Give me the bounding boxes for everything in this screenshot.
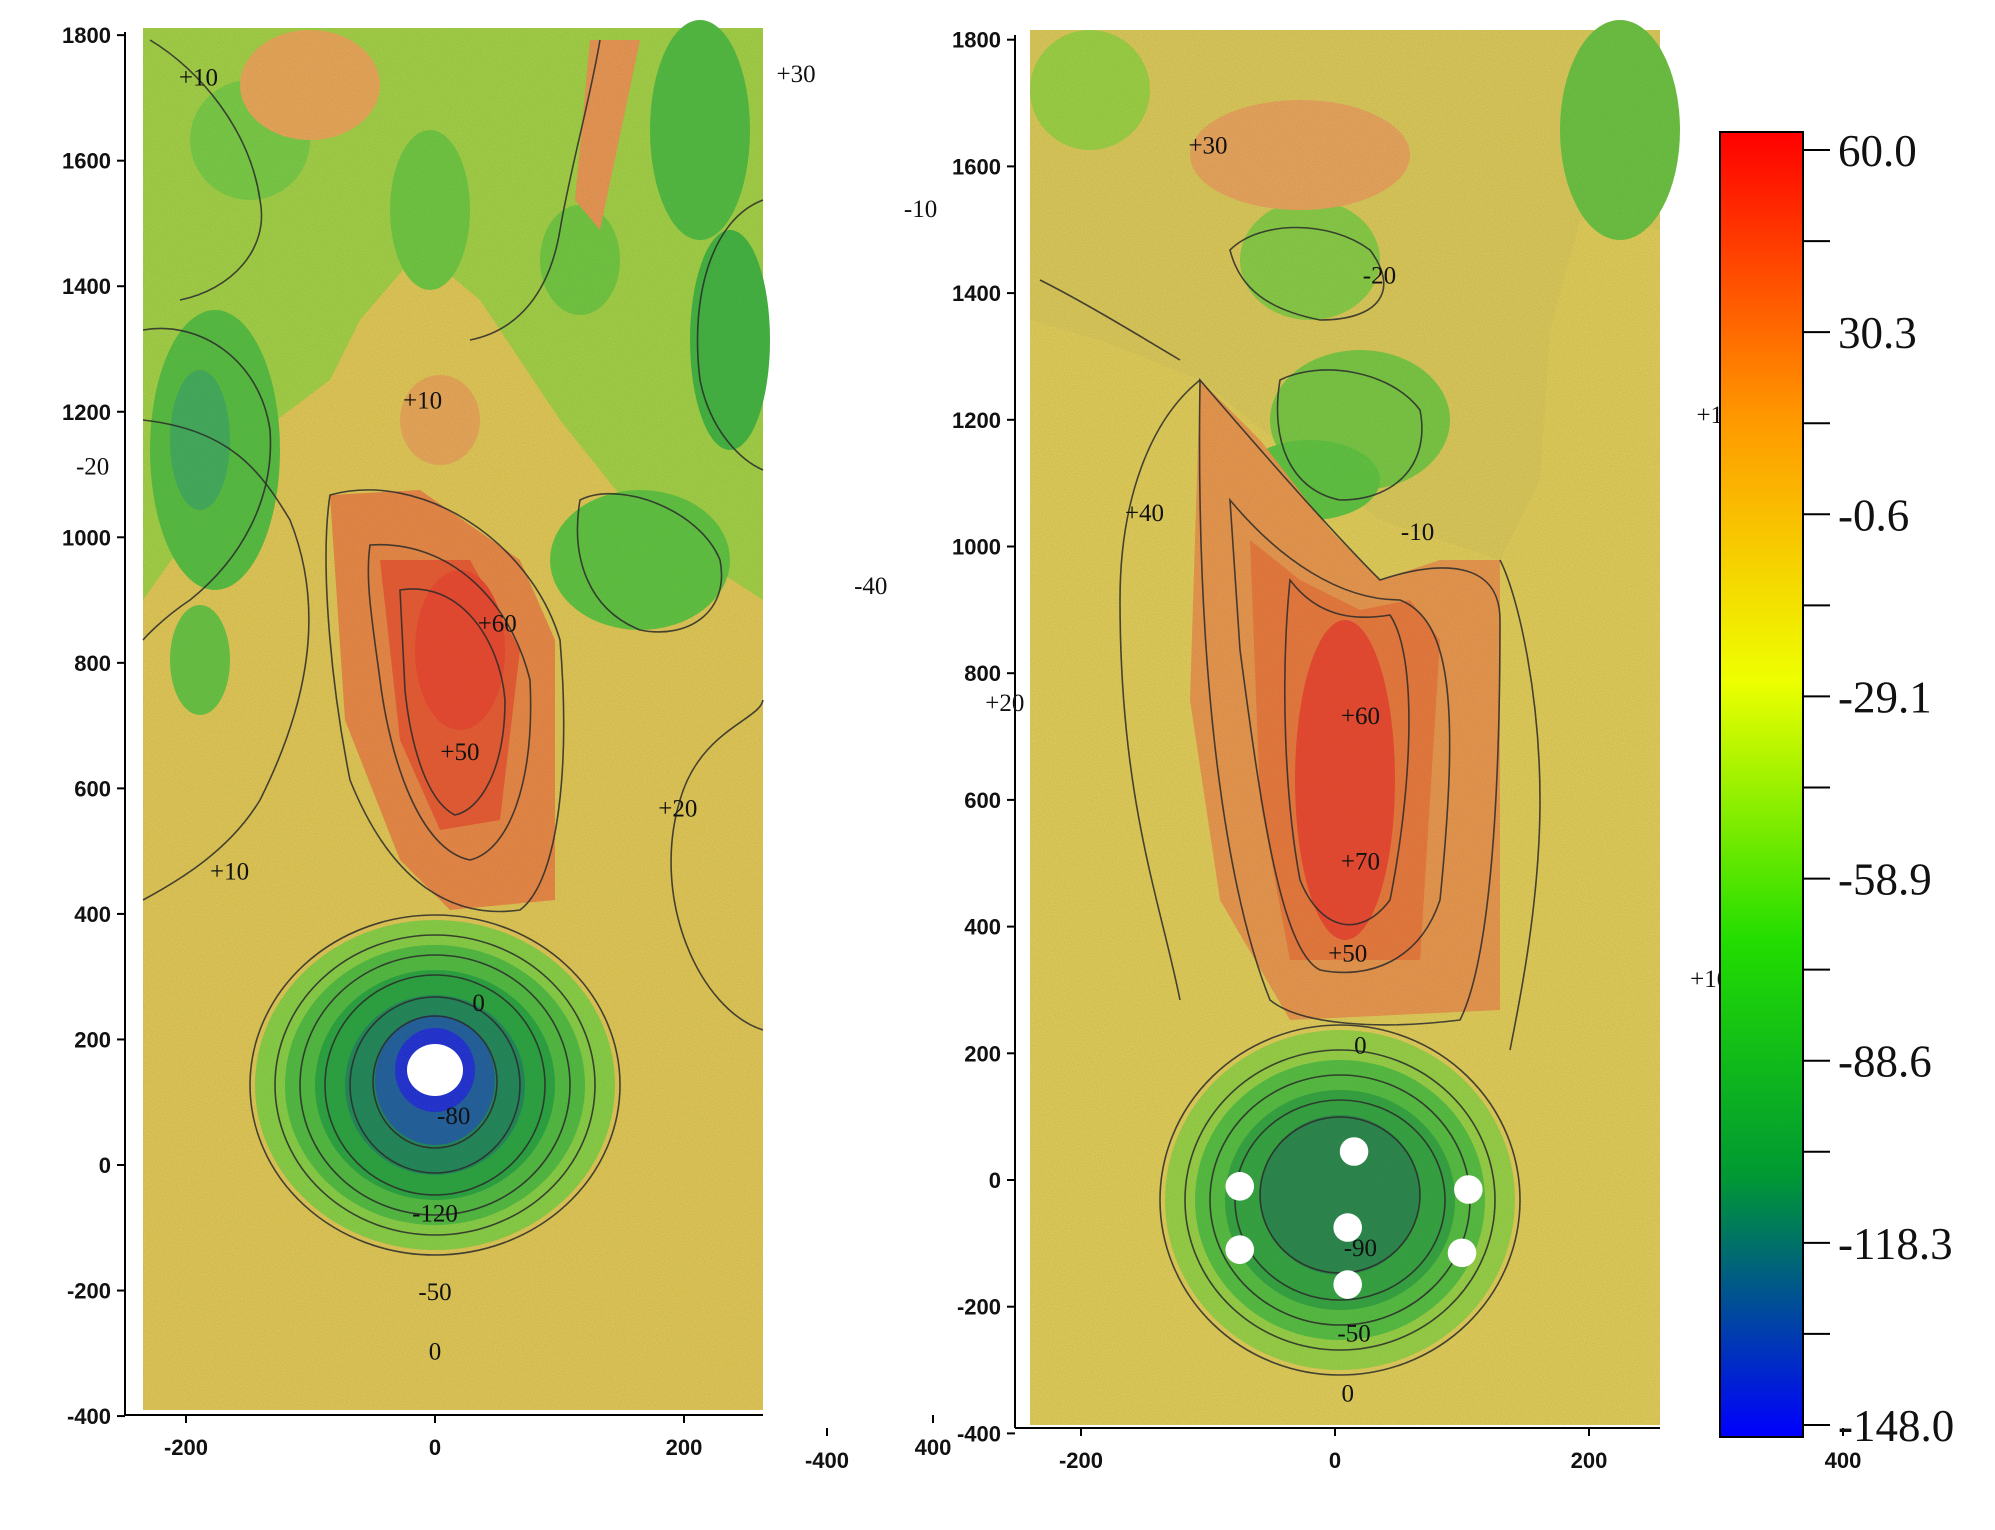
left-x-tick-label: 0 bbox=[429, 1435, 441, 1460]
right-y-tick-label: 1200 bbox=[952, 408, 1001, 433]
left-contour-label: -20 bbox=[76, 454, 109, 481]
right-y-tick-label: 200 bbox=[964, 1041, 1001, 1066]
left-contour-label: +20 bbox=[658, 796, 697, 823]
colorbar-tick-label: -0.6 bbox=[1838, 490, 1909, 540]
right-y-tick-label: 0 bbox=[989, 1168, 1001, 1193]
right-contour-label: -50 bbox=[1337, 1321, 1370, 1348]
left-y-tick-label: -200 bbox=[67, 1279, 111, 1304]
right-axes: -400-20002004006008001000120014001600180… bbox=[805, 28, 1861, 1473]
right-hole bbox=[1454, 1175, 1483, 1204]
right-contour-label: +70 bbox=[1341, 849, 1380, 876]
left-contour-label: +10 bbox=[210, 858, 249, 885]
right-x-tick-label: 200 bbox=[1571, 1448, 1608, 1473]
left-y-tick-label: 200 bbox=[74, 1027, 111, 1052]
left-contour-plot: -400-20002004006008001000120014001600180… bbox=[62, 20, 952, 1460]
left-y-tick-label: -400 bbox=[67, 1404, 111, 1429]
right-contour-label: -10 bbox=[1401, 519, 1434, 546]
left-contour-label: +10 bbox=[179, 64, 218, 91]
right-hole bbox=[1225, 1235, 1255, 1264]
right-y-tick-label: -200 bbox=[957, 1295, 1001, 1320]
left-contour-label: 0 bbox=[472, 990, 485, 1017]
right-y-tick-label: 800 bbox=[964, 661, 1001, 686]
colorbar-tick-label: -29.1 bbox=[1838, 672, 1932, 722]
left-axes: -400-20002004006008001000120014001600180… bbox=[62, 23, 952, 1460]
left-y-tick-label: 1800 bbox=[62, 23, 111, 48]
right-x-tick-label: 0 bbox=[1329, 1448, 1341, 1473]
right-contour-label: +50 bbox=[1328, 940, 1367, 967]
right-heatmap-field bbox=[1030, 20, 1680, 1425]
left-x-tick-label: 200 bbox=[666, 1435, 703, 1460]
right-y-tick-label: 1000 bbox=[952, 535, 1001, 560]
right-contour-label: +60 bbox=[1341, 703, 1380, 730]
colorbar-gradient bbox=[1719, 131, 1804, 1438]
left-y-tick-label: 1200 bbox=[62, 400, 111, 425]
right-contour-label: -20 bbox=[1363, 263, 1396, 290]
left-y-tick-label: 1400 bbox=[62, 274, 111, 299]
left-x-tick-label: 400 bbox=[915, 1435, 952, 1460]
right-contour-label: 0 bbox=[1354, 1032, 1367, 1059]
left-contour-label: +10 bbox=[403, 388, 442, 415]
right-hole bbox=[1225, 1172, 1255, 1201]
left-contour-lines bbox=[142, 39, 764, 1256]
colorbar-tick-label: 30.3 bbox=[1838, 308, 1917, 358]
right-hole bbox=[1447, 1238, 1477, 1268]
left-y-tick-label: 0 bbox=[99, 1153, 111, 1178]
left-y-tick-label: 1600 bbox=[62, 149, 111, 174]
left-contour-label: 0 bbox=[429, 1339, 442, 1366]
left-contour-label: +50 bbox=[440, 739, 479, 766]
right-contour-label: +40 bbox=[1125, 500, 1164, 527]
left-y-tick-label: 600 bbox=[74, 776, 111, 801]
right-y-tick-label: 400 bbox=[964, 915, 1001, 940]
left-y-tick-label: 400 bbox=[74, 902, 111, 927]
left-y-tick-label: 1000 bbox=[62, 525, 111, 550]
right-contour-plot: -400-20002004006008001000120014001600180… bbox=[805, 20, 1861, 1473]
right-y-tick-label: 1400 bbox=[952, 281, 1001, 306]
left-center-hole bbox=[407, 1044, 463, 1096]
left-contour-label: -50 bbox=[418, 1279, 451, 1306]
colorbar: 60.0 30.3 -0.6 -29.1 -58.9 -88.6 -118.3 -148.0 bbox=[1719, 126, 1954, 1451]
right-contour-label: 0 bbox=[1341, 1381, 1354, 1408]
colorbar-tick-label: -118.3 bbox=[1838, 1219, 1953, 1269]
left-contour-label: +60 bbox=[478, 610, 517, 637]
right-x-tick-label: -400 bbox=[805, 1448, 849, 1473]
right-hole bbox=[1333, 1213, 1362, 1242]
right-hole bbox=[1339, 1137, 1369, 1166]
colorbar-tick-label: 60.0 bbox=[1838, 126, 1917, 176]
left-x-tick-label: -200 bbox=[164, 1435, 208, 1460]
left-contour-label: -40 bbox=[854, 573, 887, 600]
right-x-tick-label: -200 bbox=[1059, 1448, 1103, 1473]
left-contour-label: -10 bbox=[904, 196, 937, 223]
right-x-tick-label: 400 bbox=[1825, 1448, 1862, 1473]
left-contour-label: -120 bbox=[412, 1200, 458, 1227]
colorbar-tick-label: -88.6 bbox=[1838, 1037, 1932, 1087]
colorbar-tick-label: -58.9 bbox=[1838, 855, 1932, 905]
right-contour-label: +20 bbox=[985, 690, 1024, 717]
colorbar-tick-label: -148.0 bbox=[1838, 1401, 1954, 1451]
right-y-tick-label: 1800 bbox=[952, 28, 1001, 53]
right-y-tick-label: 600 bbox=[964, 788, 1001, 813]
right-hole bbox=[1333, 1270, 1362, 1299]
left-contour-label: +30 bbox=[776, 61, 815, 88]
right-contour-label: -90 bbox=[1344, 1235, 1377, 1262]
right-contour-label: +30 bbox=[1188, 133, 1227, 160]
right-y-tick-label: -400 bbox=[957, 1421, 1001, 1446]
right-y-tick-label: 1600 bbox=[952, 154, 1001, 179]
right-contour-lines bbox=[1039, 226, 1541, 1376]
left-contour-label: -80 bbox=[437, 1103, 470, 1130]
left-y-tick-label: 800 bbox=[74, 651, 111, 676]
